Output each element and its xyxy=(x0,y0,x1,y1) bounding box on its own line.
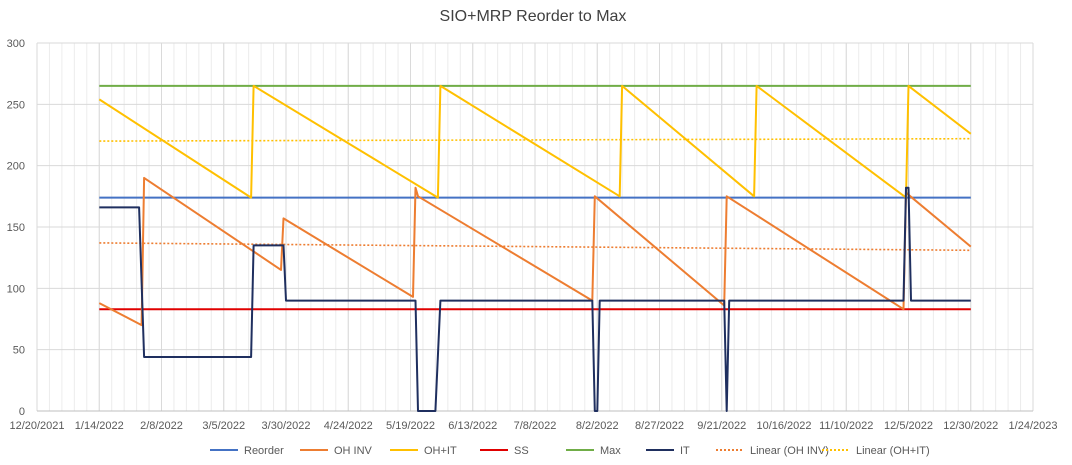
x-tick-label: 8/27/2022 xyxy=(635,420,684,432)
y-tick-label: 0 xyxy=(19,406,25,418)
x-tick-label: 3/30/2022 xyxy=(262,420,311,432)
x-axis-ticks: 12/20/2021 1/14/2022 2/8/2022 3/5/2022 3/30/… xyxy=(9,420,1057,432)
y-tick-label: 250 xyxy=(7,99,25,111)
series-line-linear-oh-inv xyxy=(99,242,971,252)
legend: Reorder OH INV OH+IT SS Max IT Linear (OH INV)… xyxy=(210,445,930,457)
y-tick-label: 150 xyxy=(7,222,25,234)
x-tick-label: 7/8/2022 xyxy=(514,420,557,432)
series-line-oh-it xyxy=(98,84,972,199)
x-tick-label: 8/2/2022 xyxy=(576,420,619,432)
x-tick-label: 4/24/2022 xyxy=(324,420,373,432)
x-tick-label: 3/5/2022 xyxy=(202,420,245,432)
y-tick-label: 200 xyxy=(7,161,25,173)
y-tick-label: 100 xyxy=(7,283,25,295)
x-tick-label: 12/5/2022 xyxy=(884,420,933,432)
y-tick-label: 50 xyxy=(13,345,25,357)
chart-title: SIO+MRP Reorder to Max xyxy=(440,8,627,25)
x-tick-label: 6/13/2022 xyxy=(448,420,497,432)
x-tick-label: 1/24/2023 xyxy=(1009,420,1058,432)
series-group xyxy=(98,84,972,412)
legend-label: Linear (OH INV) xyxy=(750,445,829,457)
x-tick-label: 12/20/2021 xyxy=(9,420,64,432)
legend-label: Max xyxy=(600,445,621,457)
series-line-it xyxy=(99,186,971,412)
legend-label: OH INV xyxy=(334,445,373,457)
y-tick-label: 300 xyxy=(7,38,25,50)
x-tick-label: 9/21/2022 xyxy=(697,420,746,432)
series-line-linear-oh-it xyxy=(99,137,971,142)
x-tick-label: 10/16/2022 xyxy=(756,420,811,432)
x-tick-label: 1/14/2022 xyxy=(75,420,124,432)
legend-label: OH+IT xyxy=(424,445,457,457)
legend-label: Linear (OH+IT) xyxy=(856,445,930,457)
series-line-oh-inv xyxy=(98,176,972,327)
x-tick-label: 5/19/2022 xyxy=(386,420,435,432)
grid xyxy=(36,42,1034,412)
x-tick-label: 2/8/2022 xyxy=(140,420,183,432)
x-tick-label: 11/10/2022 xyxy=(819,420,873,432)
y-axis-ticks: 0 50 100 150 200 250 300 xyxy=(7,38,25,418)
legend-label: SS xyxy=(514,445,529,457)
x-tick-label: 12/30/2022 xyxy=(943,420,998,432)
legend-label: Reorder xyxy=(244,445,284,457)
legend-label: IT xyxy=(680,445,690,457)
